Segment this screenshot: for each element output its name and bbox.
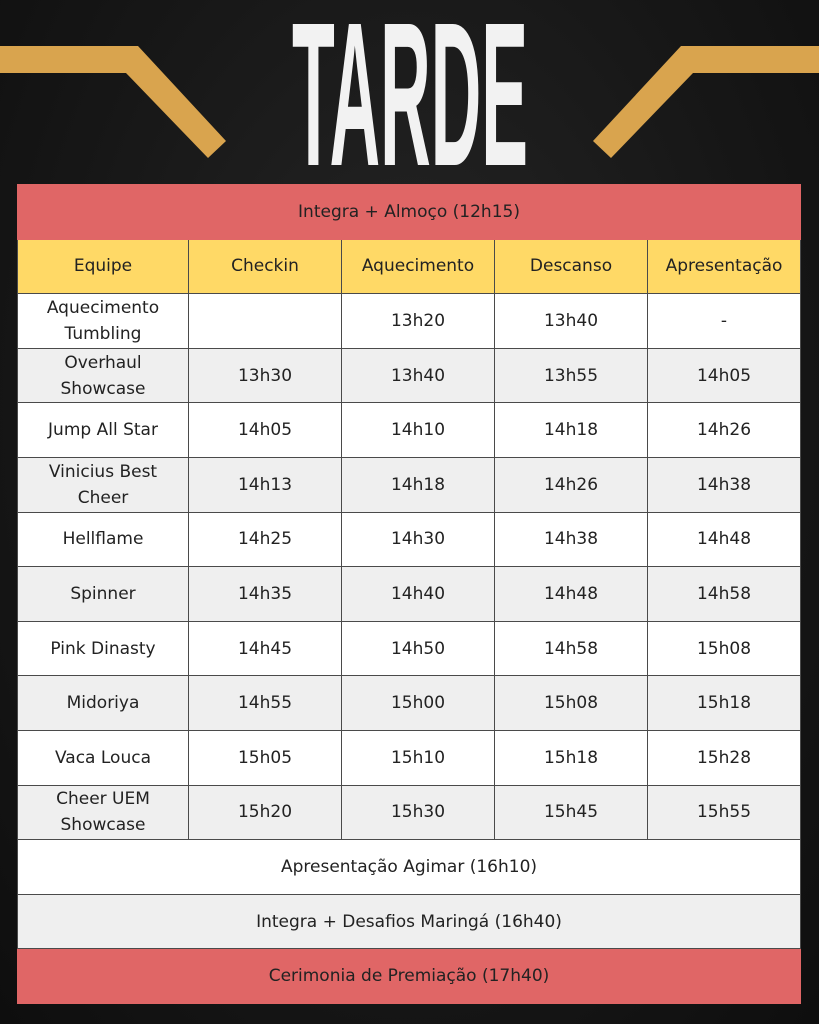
- time-cell: 15h00: [341, 675, 495, 731]
- time-cell: 13h40: [341, 347, 495, 404]
- table-row: Hellflame 14h25 14h30 14h38 14h48: [17, 511, 801, 568]
- column-header: Equipe: [17, 238, 189, 295]
- event-row: Cerimonia de Premiação (17h40): [17, 948, 801, 1004]
- time-cell: 15h10: [341, 729, 495, 786]
- time-cell: 13h40: [494, 293, 648, 349]
- time-cell: 15h28: [647, 729, 801, 786]
- time-cell: 14h58: [494, 620, 648, 677]
- time-cell: 14h05: [647, 347, 801, 404]
- time-cell: 14h40: [341, 566, 495, 622]
- column-header: Checkin: [188, 238, 342, 295]
- table-row: Aquecimento Tumbling 13h20 13h40-: [17, 293, 801, 349]
- time-cell: 13h20: [341, 293, 495, 349]
- time-cell: 14h58: [647, 566, 801, 622]
- time-cell: 14h26: [647, 402, 801, 458]
- team-name-cell: Hellflame: [17, 511, 189, 568]
- schedule-table: Integra + Almoço (12h15) Equipe Checkin …: [17, 184, 801, 1004]
- team-name-cell: Overhaul Showcase: [17, 347, 189, 404]
- time-cell: 13h55: [494, 347, 648, 404]
- header-row: Equipe Checkin Aquecimento Descanso Apre…: [17, 238, 801, 295]
- column-header: Descanso: [494, 238, 648, 295]
- table-row: Vinicius Best Cheer 14h13 14h18 14h26 14h38: [17, 456, 801, 513]
- table-row: Vaca Louca 15h05 15h10 15h18 15h28: [17, 729, 801, 786]
- table-row: Cheer UEM Showcase 15h20 15h30 15h45 15h55: [17, 784, 801, 841]
- time-cell: 15h18: [647, 675, 801, 731]
- time-cell: 15h55: [647, 784, 801, 841]
- time-cell: 14h35: [188, 566, 342, 622]
- time-cell: 14h05: [188, 402, 342, 458]
- top-banner: Integra + Almoço (12h15): [17, 184, 801, 240]
- table-row: Jump All Star 14h05 14h10 14h18 14h26: [17, 402, 801, 458]
- time-cell: 14h55: [188, 675, 342, 731]
- title-decoration: TARDE: [0, 0, 819, 180]
- team-name-cell: Aquecimento Tumbling: [17, 293, 189, 349]
- team-name-cell: Midoriya: [17, 675, 189, 731]
- team-name-cell: Vinicius Best Cheer: [17, 456, 189, 513]
- time-cell: 15h08: [494, 675, 648, 731]
- team-name-cell: Spinner: [17, 566, 189, 622]
- time-cell: 14h50: [341, 620, 495, 677]
- time-cell: 14h30: [341, 511, 495, 568]
- time-cell: -: [647, 293, 801, 349]
- event-row: Integra + Desafios Maringá (16h40): [17, 893, 801, 950]
- column-header: Apresentação: [647, 238, 801, 295]
- left-gold-bar: [0, 46, 226, 158]
- time-cell: 14h26: [494, 456, 648, 513]
- time-cell: 15h08: [647, 620, 801, 677]
- time-cell: 13h30: [188, 347, 342, 404]
- time-cell: 14h45: [188, 620, 342, 677]
- time-cell: 15h18: [494, 729, 648, 786]
- time-cell: 15h45: [494, 784, 648, 841]
- team-name-cell: Jump All Star: [17, 402, 189, 458]
- table-row: Midoriya 14h55 15h00 15h08 15h18: [17, 675, 801, 731]
- time-cell: [188, 293, 342, 349]
- time-cell: 14h25: [188, 511, 342, 568]
- event-label: Cerimonia de Premiação (17h40): [17, 948, 801, 1004]
- table-row: Pink Dinasty 14h45 14h50 14h58 15h08: [17, 620, 801, 677]
- time-cell: 15h20: [188, 784, 342, 841]
- time-cell: 14h38: [494, 511, 648, 568]
- event-label: Integra + Desafios Maringá (16h40): [17, 893, 801, 950]
- time-cell: 14h10: [341, 402, 495, 458]
- time-cell: 15h30: [341, 784, 495, 841]
- top-banner-row: Integra + Almoço (12h15): [17, 184, 801, 240]
- table-row: Spinner 14h35 14h40 14h48 14h58: [17, 566, 801, 622]
- right-gold-bar: [593, 46, 819, 158]
- event-label: Apresentação Agimar (16h10): [17, 839, 801, 895]
- page-title: TARDE: [292, 0, 528, 180]
- time-cell: 14h38: [647, 456, 801, 513]
- event-row: Apresentação Agimar (16h10): [17, 839, 801, 895]
- table-row: Overhaul Showcase 13h30 13h40 13h55 14h05: [17, 347, 801, 404]
- time-cell: 14h48: [494, 566, 648, 622]
- time-cell: 14h18: [494, 402, 648, 458]
- time-cell: 14h18: [341, 456, 495, 513]
- time-cell: 14h48: [647, 511, 801, 568]
- time-cell: 15h05: [188, 729, 342, 786]
- column-header: Aquecimento: [341, 238, 495, 295]
- team-name-cell: Cheer UEM Showcase: [17, 784, 189, 841]
- team-name-cell: Pink Dinasty: [17, 620, 189, 677]
- time-cell: 14h13: [188, 456, 342, 513]
- team-name-cell: Vaca Louca: [17, 729, 189, 786]
